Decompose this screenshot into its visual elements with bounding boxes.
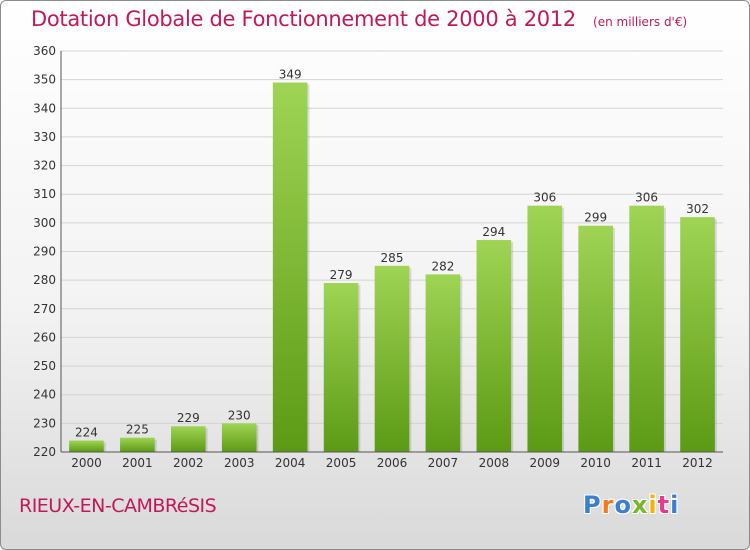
bar-value-label: 279: [330, 268, 353, 282]
bar-value-label: 282: [431, 259, 454, 273]
x-tick-label: 2002: [173, 456, 204, 470]
x-tick-label: 2007: [428, 456, 459, 470]
title-row: Dotation Globale de Fonctionnement de 20…: [31, 7, 687, 31]
bar-value-label: 299: [584, 211, 607, 225]
y-tick-label: 290: [33, 245, 56, 259]
bar-value-label: 224: [75, 426, 98, 440]
logo-letter: x: [631, 491, 649, 519]
x-tick-label: 2005: [326, 456, 357, 470]
bar: [323, 283, 359, 452]
bar-value-label: 349: [279, 68, 302, 82]
y-tick-label: 280: [33, 273, 56, 287]
bar: [170, 426, 206, 452]
bars: 224 225 229 230 349 279 285 282 294 306 299 306 302: [69, 68, 717, 452]
logo-letter: t: [657, 491, 671, 519]
y-tick-label: 240: [33, 388, 56, 402]
x-tick-label: 2009: [529, 456, 560, 470]
y-tick-label: 350: [33, 73, 56, 87]
y-tick-label: 330: [33, 130, 56, 144]
logo-letter: r: [601, 491, 615, 519]
bar: [425, 274, 461, 452]
y-tick-label: 270: [33, 302, 56, 316]
x-tick-label: 2000: [71, 456, 102, 470]
logo-letter: i: [648, 491, 658, 519]
bar: [680, 217, 715, 452]
chart-subtitle: (en milliers d'€): [593, 15, 688, 29]
x-tick-label: 2003: [224, 456, 255, 470]
x-tick-label: 2001: [122, 456, 153, 470]
bar: [221, 423, 257, 452]
logo-letter: o: [614, 491, 632, 519]
bar-value-label: 225: [126, 423, 149, 437]
y-tick-label: 230: [33, 416, 56, 430]
x-tick-label: 2012: [682, 456, 713, 470]
y-tick-label: 340: [33, 101, 56, 115]
bar: [120, 437, 155, 452]
bar-value-label: 302: [686, 202, 709, 216]
bar: [578, 225, 614, 452]
y-tick-label: 310: [33, 187, 56, 201]
bar: [476, 240, 512, 452]
bar: [272, 82, 308, 452]
y-tick-label: 260: [33, 330, 56, 344]
chart-title: Dotation Globale de Fonctionnement de 20…: [31, 7, 576, 31]
x-tick-label: 2006: [377, 456, 408, 470]
bar-value-label: 306: [635, 191, 658, 205]
y-tick-label: 250: [33, 359, 56, 373]
bar-value-label: 229: [177, 411, 200, 425]
axes: 220 230 240 250 260 270 280 290 300 310 320 330 340 3…: [33, 44, 723, 470]
bar-value-label: 294: [482, 225, 505, 239]
bar-value-label: 230: [228, 408, 251, 422]
x-tick-label: 2008: [479, 456, 510, 470]
bar: [374, 265, 410, 452]
logo-letter: P: [583, 491, 602, 519]
bar-value-label: 285: [381, 251, 404, 265]
logo-letter: i: [670, 491, 680, 519]
proxiti-logo: Proxiti: [583, 491, 679, 519]
y-tick-label: 360: [33, 44, 56, 58]
x-tick-label: 2010: [580, 456, 611, 470]
x-tick-label: 2011: [631, 456, 662, 470]
commune-name: RIEUX-EN-CAMBRéSIS: [19, 495, 217, 517]
x-tick-label: 2004: [275, 456, 306, 470]
bar-value-label: 306: [533, 191, 556, 205]
bar: [527, 205, 563, 452]
y-tick-label: 300: [33, 216, 56, 230]
bar: [629, 205, 664, 452]
y-tick-label: 320: [33, 159, 56, 173]
bar: [69, 440, 104, 452]
y-tick-label: 220: [33, 445, 56, 459]
